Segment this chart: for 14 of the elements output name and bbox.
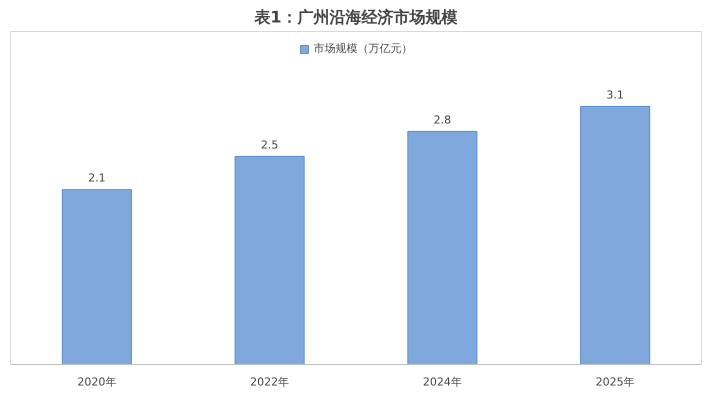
data-label: 3.1	[606, 88, 624, 102]
legend-label: 市场规模（万亿元）	[314, 41, 412, 56]
bar	[407, 130, 478, 364]
x-tick-label: 2022年	[250, 376, 290, 388]
bar	[234, 156, 305, 364]
x-tick-label: 2025年	[596, 376, 635, 388]
data-label: 2.1	[88, 172, 106, 185]
x-tick-label: 2020年	[77, 376, 116, 388]
bar	[580, 106, 650, 364]
x-tick-label: 2024年	[422, 376, 462, 388]
data-label: 2.8	[434, 113, 452, 126]
chart-title: 表1：广州沿海经济市场规模	[253, 8, 458, 26]
data-label: 2.5	[260, 138, 278, 152]
bar	[62, 189, 132, 364]
